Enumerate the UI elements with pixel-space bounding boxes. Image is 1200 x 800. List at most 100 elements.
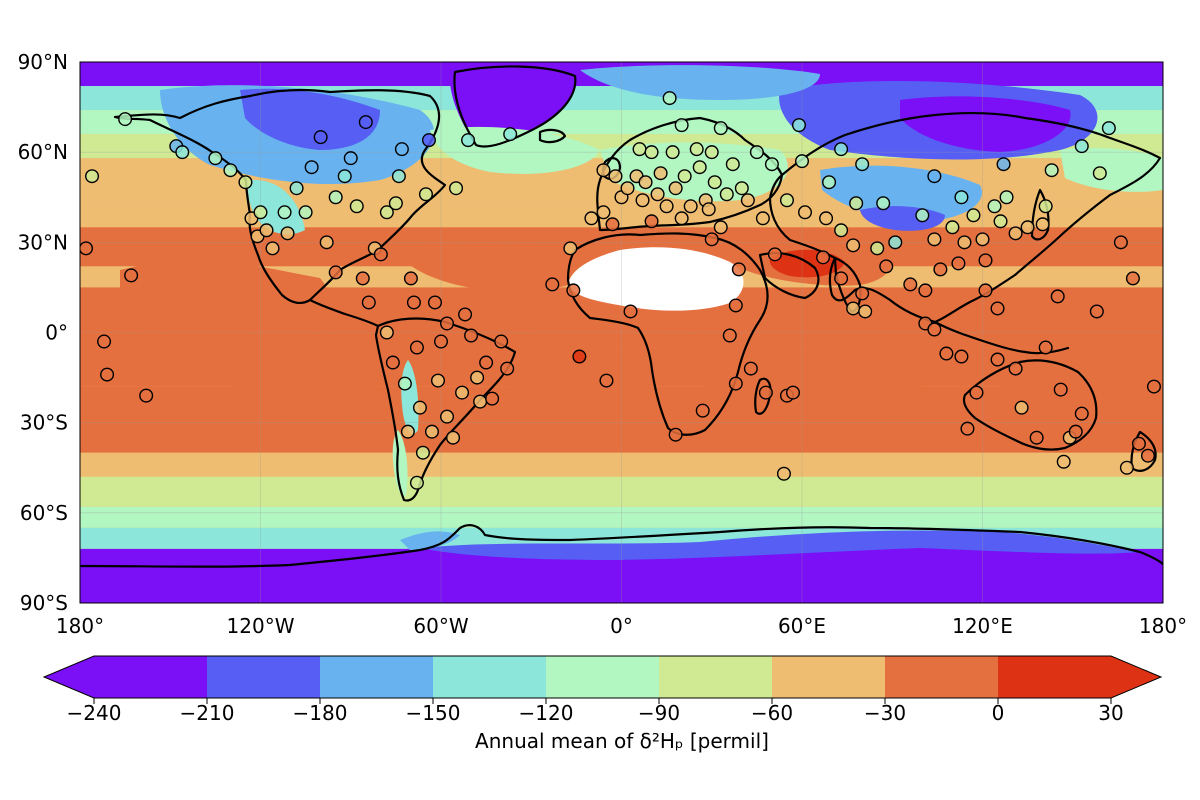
latitude-tick-labels: 90°N 60°N 30°N 0° 30°S 60°S 90°S xyxy=(18,50,68,615)
station-marker xyxy=(704,232,719,247)
station-marker xyxy=(915,208,930,223)
coast-greenland xyxy=(453,65,577,148)
station-marker xyxy=(1050,289,1065,304)
station-marker xyxy=(767,247,782,262)
station-marker xyxy=(1035,217,1050,232)
station-marker xyxy=(605,217,620,232)
station-marker xyxy=(421,133,436,148)
station-marker xyxy=(175,145,190,160)
station-marker xyxy=(1044,163,1059,178)
station-marker xyxy=(455,385,470,400)
station-marker xyxy=(659,199,674,214)
colorbar-tick-label: −90 xyxy=(638,701,680,725)
station-marker xyxy=(999,190,1014,205)
station-marker xyxy=(620,181,635,196)
station-marker xyxy=(223,163,238,178)
station-marker xyxy=(337,169,352,184)
station-marker xyxy=(415,445,430,460)
station-marker xyxy=(689,142,704,157)
station-marker xyxy=(722,328,737,343)
station-marker xyxy=(731,262,746,277)
station-marker xyxy=(704,145,719,160)
station-marker xyxy=(1038,340,1053,355)
colorbar-tick-label: −60 xyxy=(751,701,793,725)
station-marker xyxy=(355,271,370,286)
station-marker xyxy=(954,349,969,364)
colorbar-tick-label: 0 xyxy=(992,701,1005,725)
station-marker xyxy=(265,241,280,256)
station-marker xyxy=(957,235,972,250)
colorbar-segment xyxy=(772,656,886,698)
station-marker xyxy=(1101,121,1116,136)
station-marker xyxy=(776,466,791,481)
station-marker xyxy=(978,283,993,298)
station-marker xyxy=(933,262,948,277)
station-marker xyxy=(596,205,611,220)
station-marker xyxy=(1008,361,1023,376)
colorbar-segment xyxy=(94,656,208,698)
station-marker xyxy=(298,205,313,220)
station-marker xyxy=(668,181,683,196)
station-marker xyxy=(713,220,728,235)
station-marker xyxy=(494,334,509,349)
station-marker xyxy=(918,283,933,298)
station-marker xyxy=(834,271,849,286)
station-marker xyxy=(855,286,870,301)
colorbar-tick-label: 30 xyxy=(1098,701,1123,725)
station-marker xyxy=(740,193,755,208)
e-pacific-enriched-band xyxy=(100,329,230,377)
station-marker xyxy=(927,169,942,184)
station-marker xyxy=(987,199,1002,214)
station-marker xyxy=(349,199,364,214)
lon-tick-label: 60°W xyxy=(413,614,468,638)
station-marker xyxy=(394,142,409,157)
station-marker xyxy=(80,241,94,256)
station-marker xyxy=(954,190,969,205)
station-marker xyxy=(599,373,614,388)
station-marker xyxy=(644,145,659,160)
station-marker xyxy=(434,334,449,349)
station-marker xyxy=(430,373,445,388)
station-marker xyxy=(795,154,810,169)
station-marker xyxy=(409,475,424,490)
station-marker xyxy=(683,199,698,214)
station-marker xyxy=(385,355,400,370)
colorbar-tick-label: −120 xyxy=(519,701,574,725)
station-marker xyxy=(403,271,418,286)
station-marker xyxy=(779,193,794,208)
station-marker xyxy=(834,142,849,157)
station-marker xyxy=(1053,382,1068,397)
station-marker xyxy=(1092,166,1107,181)
station-marker xyxy=(319,235,334,250)
colorbar-segment xyxy=(320,656,434,698)
station-marker xyxy=(418,187,433,202)
lat-tick-label: 0° xyxy=(45,321,68,345)
station-marker xyxy=(816,250,831,265)
station-marker xyxy=(876,196,891,211)
station-marker xyxy=(662,91,677,106)
station-marker xyxy=(373,247,388,262)
station-marker xyxy=(749,145,764,160)
station-marker xyxy=(939,346,954,361)
station-marker xyxy=(743,361,758,376)
station-marker xyxy=(545,277,560,292)
station-marker xyxy=(440,409,455,424)
station-marker xyxy=(674,211,689,226)
station-marker xyxy=(960,421,975,436)
station-marker xyxy=(927,232,942,247)
coast-new-zealand xyxy=(1130,430,1157,472)
station-marker xyxy=(707,175,722,190)
station-markers xyxy=(80,91,1161,490)
station-marker xyxy=(313,130,328,145)
station-marker xyxy=(969,385,984,400)
station-marker xyxy=(635,193,650,208)
station-marker xyxy=(791,118,806,133)
station-marker xyxy=(343,151,358,166)
station-marker xyxy=(596,163,611,178)
station-marker xyxy=(903,277,918,292)
station-marker xyxy=(464,328,479,343)
lon-tick-label: 180° xyxy=(56,614,104,638)
station-marker xyxy=(668,427,683,442)
lat-tick-label: 90°S xyxy=(20,591,68,615)
